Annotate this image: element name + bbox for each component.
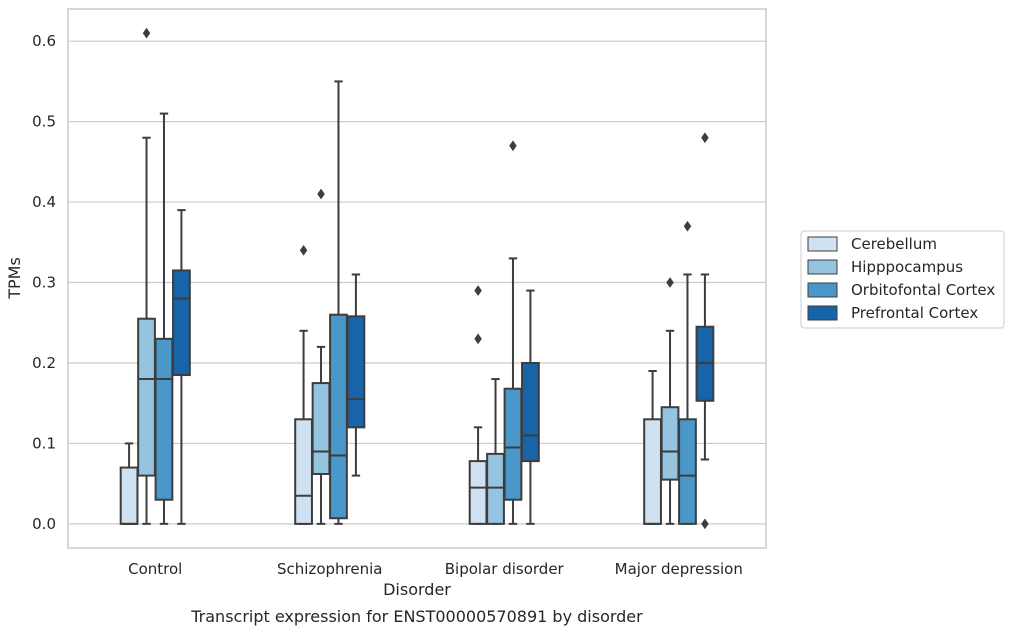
box-prefrontal-cortex xyxy=(695,132,715,530)
box-body xyxy=(329,313,348,520)
box-body xyxy=(660,406,680,481)
outlier-point xyxy=(701,518,709,530)
legend-item: Prefrontal Cortex xyxy=(807,304,978,322)
box-body xyxy=(503,387,523,501)
legend-swatch xyxy=(807,282,838,298)
y-tick-label: 0.6 xyxy=(32,32,56,50)
box-hipppocampus xyxy=(311,188,331,525)
boxes xyxy=(119,27,715,530)
y-tick-label: 0.1 xyxy=(32,434,56,452)
y-tick-label: 0.3 xyxy=(32,274,56,292)
box-cerebellum xyxy=(119,442,139,525)
box-body xyxy=(311,382,331,475)
box-body xyxy=(346,315,366,429)
box-body xyxy=(119,466,139,525)
box-body xyxy=(643,418,662,525)
outlier-point xyxy=(474,285,482,297)
box-prefrontal-cortex xyxy=(346,273,366,477)
legend-items: Cerebellum Hipppocampus Orbitofontal Corte… xyxy=(807,235,995,322)
legend-label: Prefrontal Cortex xyxy=(851,304,978,322)
y-axis-label: TPMs xyxy=(5,257,24,300)
legend-item: Cerebellum xyxy=(807,235,937,253)
box-cerebellum xyxy=(294,244,313,525)
box-body xyxy=(486,452,505,525)
box-body xyxy=(137,317,156,477)
y-tick-label: 0.5 xyxy=(32,113,56,131)
legend-frame xyxy=(800,230,1005,329)
outlier-point xyxy=(474,333,482,345)
legend-swatch xyxy=(807,236,838,252)
box-body xyxy=(468,460,488,525)
box-body xyxy=(678,418,697,525)
legend-item: Hipppocampus xyxy=(807,258,963,276)
chart-caption: Transcript expression for ENST0000057089… xyxy=(190,607,643,626)
plot-frame xyxy=(67,8,767,549)
outlier-point xyxy=(509,140,517,152)
legend-label: Orbitofontal Cortex xyxy=(851,281,995,299)
box-orbitofontal-cortex xyxy=(503,140,523,525)
x-axis-ticks: Control Schizophrenia Bipolar disorder Majo… xyxy=(128,560,743,578)
outlier-point xyxy=(142,27,151,39)
box-body xyxy=(172,269,191,377)
legend-item: Orbitofontal Cortex xyxy=(807,281,995,299)
legend-label: Cerebellum xyxy=(851,235,937,253)
box-body xyxy=(521,361,540,463)
x-tick-label: Major depression xyxy=(615,560,743,578)
box-body xyxy=(154,337,174,501)
box-cerebellum xyxy=(643,370,662,525)
y-axis-ticks: 0.0 0.1 0.2 0.3 0.4 0.5 0.6 xyxy=(32,32,56,533)
legend-swatch xyxy=(807,259,838,275)
legend: Cerebellum Hipppocampus Orbitofontal Corte… xyxy=(800,230,1005,329)
box-orbitofontal-cortex xyxy=(154,112,174,525)
box-cerebellum xyxy=(468,285,488,525)
box-hipppocampus xyxy=(660,277,680,525)
box-hipppocampus xyxy=(486,378,505,525)
y-tick-label: 0.2 xyxy=(32,354,56,372)
box-orbitofontal-cortex xyxy=(678,220,697,525)
x-tick-label: Bipolar disorder xyxy=(445,560,565,578)
box-body xyxy=(294,418,313,525)
legend-swatch xyxy=(807,305,838,321)
box-hipppocampus xyxy=(137,27,156,525)
x-tick-label: Schizophrenia xyxy=(277,560,382,578)
x-axis-label: Disorder xyxy=(383,580,451,599)
box-prefrontal-cortex xyxy=(172,209,191,525)
x-tick-label: Control xyxy=(128,560,182,578)
box-orbitofontal-cortex xyxy=(329,80,348,525)
box-prefrontal-cortex xyxy=(521,289,540,525)
outlier-point xyxy=(299,244,308,256)
outlier-point xyxy=(683,220,692,232)
outlier-point xyxy=(666,277,674,288)
outlier-point xyxy=(317,188,325,200)
legend-label: Hipppocampus xyxy=(851,258,963,276)
outlier-point xyxy=(701,132,709,144)
y-tick-label: 0.4 xyxy=(32,193,56,211)
y-tick-label: 0.0 xyxy=(32,515,56,533)
